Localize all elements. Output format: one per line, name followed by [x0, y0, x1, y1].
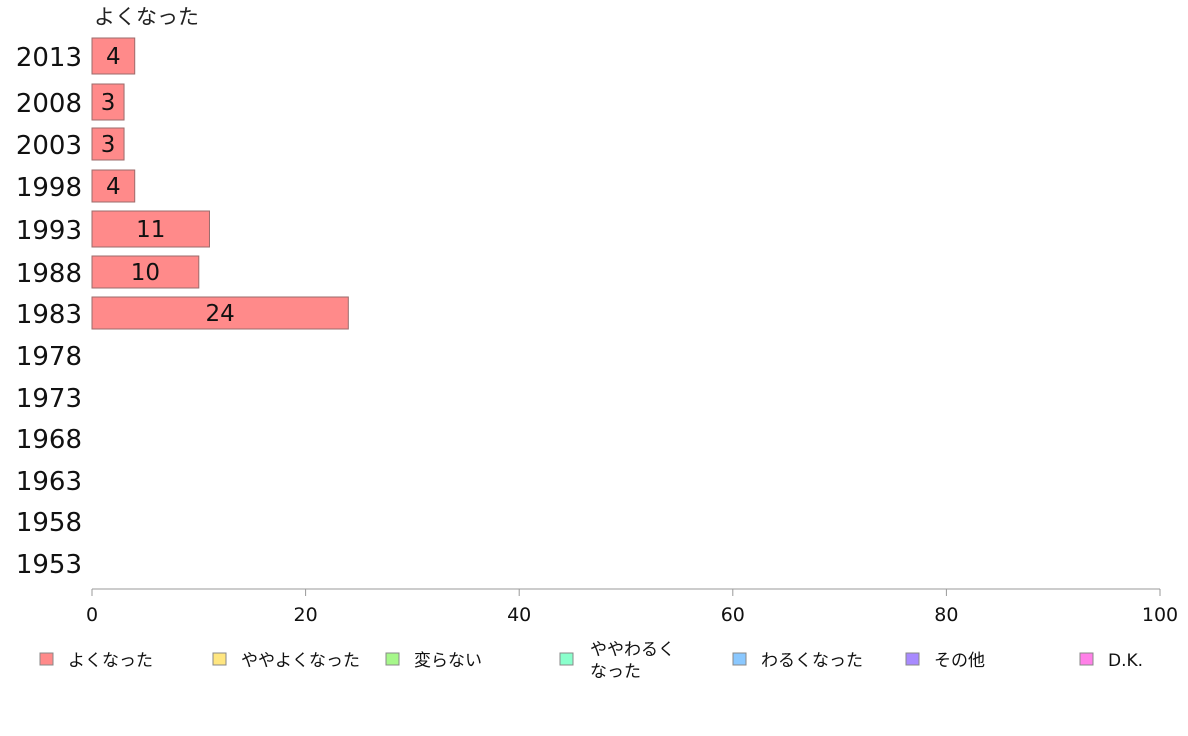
- legend-swatch-1: [212, 652, 227, 666]
- bar-label-2013: 4: [106, 44, 121, 70]
- bar-label-2008: 3: [101, 90, 116, 116]
- bar-2013: [91, 37, 136, 75]
- year-label-2008: 2008: [16, 89, 82, 119]
- x-tick-label-40: 40: [507, 604, 531, 626]
- bar-1993: [91, 210, 210, 248]
- year-label-1998: 1998: [16, 173, 82, 203]
- legend-label-5: その他: [934, 651, 985, 671]
- bar-label-1988: 10: [131, 260, 160, 286]
- bar-label-1998: 4: [106, 174, 121, 200]
- legend-label-3-0: ややわるく: [590, 640, 675, 660]
- year-label-2003: 2003: [16, 131, 82, 161]
- x-tick-label-60: 60: [721, 604, 745, 626]
- legend-label-3-1: なった: [590, 662, 641, 682]
- bar-2008: [91, 83, 125, 121]
- legend-swatch-3: [559, 652, 574, 666]
- year-label-1963: 1963: [16, 467, 82, 497]
- legend-swatch-0: [39, 652, 54, 666]
- year-label-1988: 1988: [16, 259, 82, 289]
- year-label-1978: 1978: [16, 342, 82, 372]
- bar-1983: [91, 296, 349, 330]
- year-label-1973: 1973: [16, 384, 82, 414]
- legend-label-6: D.K.: [1108, 651, 1143, 671]
- legend-swatch-2: [385, 652, 400, 666]
- year-label-1993: 1993: [16, 216, 82, 246]
- bar-2003: [91, 127, 125, 161]
- bar-1998: [91, 169, 136, 203]
- series-title: よくなった: [94, 5, 199, 29]
- year-label-1983: 1983: [16, 300, 82, 330]
- bar-label-1983: 24: [206, 301, 235, 327]
- legend-label-2: 変らない: [414, 651, 482, 671]
- legend-label-4: わるくなった: [761, 651, 863, 671]
- year-label-1953: 1953: [16, 550, 82, 580]
- x-tick-label-100: 100: [1142, 604, 1178, 626]
- year-label-1958: 1958: [16, 508, 82, 538]
- legend-label-0: よくなった: [68, 651, 153, 671]
- bar-label-1993: 11: [136, 217, 165, 243]
- legend-label-1: ややよくなった: [241, 651, 360, 671]
- legend-swatch-4: [732, 652, 747, 666]
- bar-label-2003: 3: [101, 132, 116, 158]
- legend-swatch-6: [1079, 652, 1094, 666]
- x-tick-label-0: 0: [86, 604, 98, 626]
- year-label-2013: 2013: [16, 43, 82, 73]
- bar-1988: [91, 255, 200, 289]
- legend-swatch-5: [905, 652, 920, 666]
- year-label-1968: 1968: [16, 425, 82, 455]
- x-tick-label-80: 80: [934, 604, 958, 626]
- x-tick-label-20: 20: [294, 604, 318, 626]
